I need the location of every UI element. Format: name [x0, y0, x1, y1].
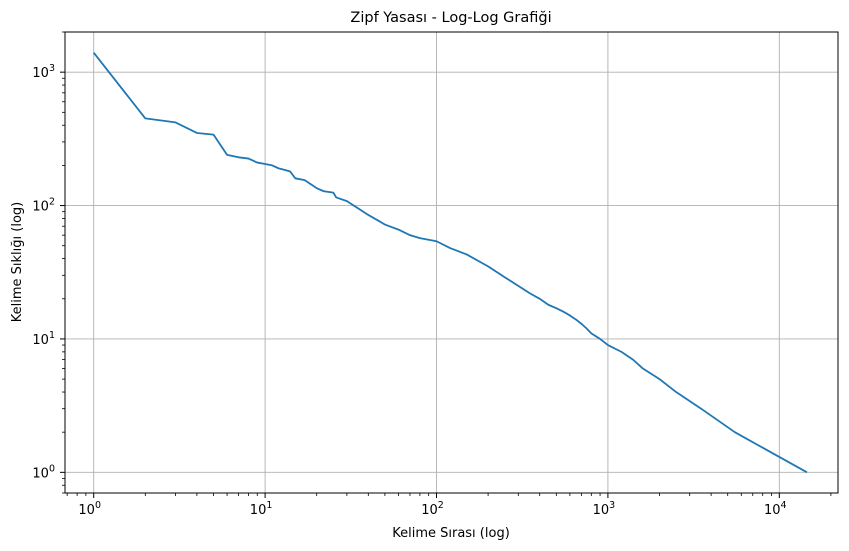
grid-lines — [65, 32, 838, 493]
x-tick-exponent: 2 — [438, 500, 444, 511]
x-tick-base: 10 — [78, 503, 95, 518]
y-tick-base: 10 — [32, 466, 49, 481]
y-tick-base: 10 — [32, 333, 49, 348]
x-tick-base: 10 — [421, 503, 438, 518]
y-tick-exponent: 1 — [49, 330, 55, 341]
y-tick-label: 103 — [32, 63, 55, 81]
y-tick-base: 10 — [32, 66, 49, 81]
x-tick-label: 100 — [78, 500, 101, 518]
y-tick-label: 101 — [32, 330, 55, 348]
x-tick-base: 10 — [764, 503, 781, 518]
x-tick-base: 10 — [593, 503, 610, 518]
x-tick-base: 10 — [250, 503, 267, 518]
x-tick-exponent: 0 — [95, 500, 101, 511]
series-line — [93, 52, 808, 474]
y-tick-base: 10 — [32, 200, 49, 215]
x-tick-exponent: 4 — [781, 500, 787, 511]
plot-frame — [64, 31, 839, 494]
y-tick-exponent: 0 — [49, 463, 55, 474]
x-tick-labels: 100 101 102 103 104 — [78, 500, 786, 518]
x-tick-label: 103 — [593, 500, 616, 518]
y-tick-exponent: 2 — [49, 197, 55, 208]
y-tick-label: 102 — [32, 197, 55, 215]
chart-title: Zipf Yasası - Log-Log Grafiği — [350, 10, 551, 26]
x-tick-label: 102 — [421, 500, 444, 518]
major-ticks — [60, 71, 780, 498]
y-tick-exponent: 3 — [49, 63, 55, 74]
x-tick-exponent: 1 — [266, 500, 272, 511]
x-axis-label: Kelime Sırası (log) — [392, 526, 510, 541]
x-tick-label: 104 — [764, 500, 787, 518]
y-axis-label: Kelime Sıklığı (log) — [10, 202, 25, 322]
x-tick-label: 101 — [250, 500, 273, 518]
y-tick-label: 100 — [32, 463, 55, 481]
x-tick-exponent: 3 — [609, 500, 615, 511]
